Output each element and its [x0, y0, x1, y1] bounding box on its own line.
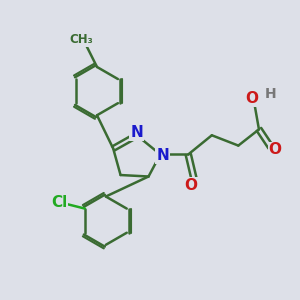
Text: O: O	[245, 91, 258, 106]
Text: O: O	[268, 142, 282, 158]
Text: N: N	[130, 125, 143, 140]
Text: Cl: Cl	[51, 195, 67, 210]
Text: N: N	[156, 148, 169, 164]
Text: CH₃: CH₃	[69, 33, 93, 46]
Text: H: H	[265, 87, 277, 101]
Text: O: O	[185, 178, 198, 193]
